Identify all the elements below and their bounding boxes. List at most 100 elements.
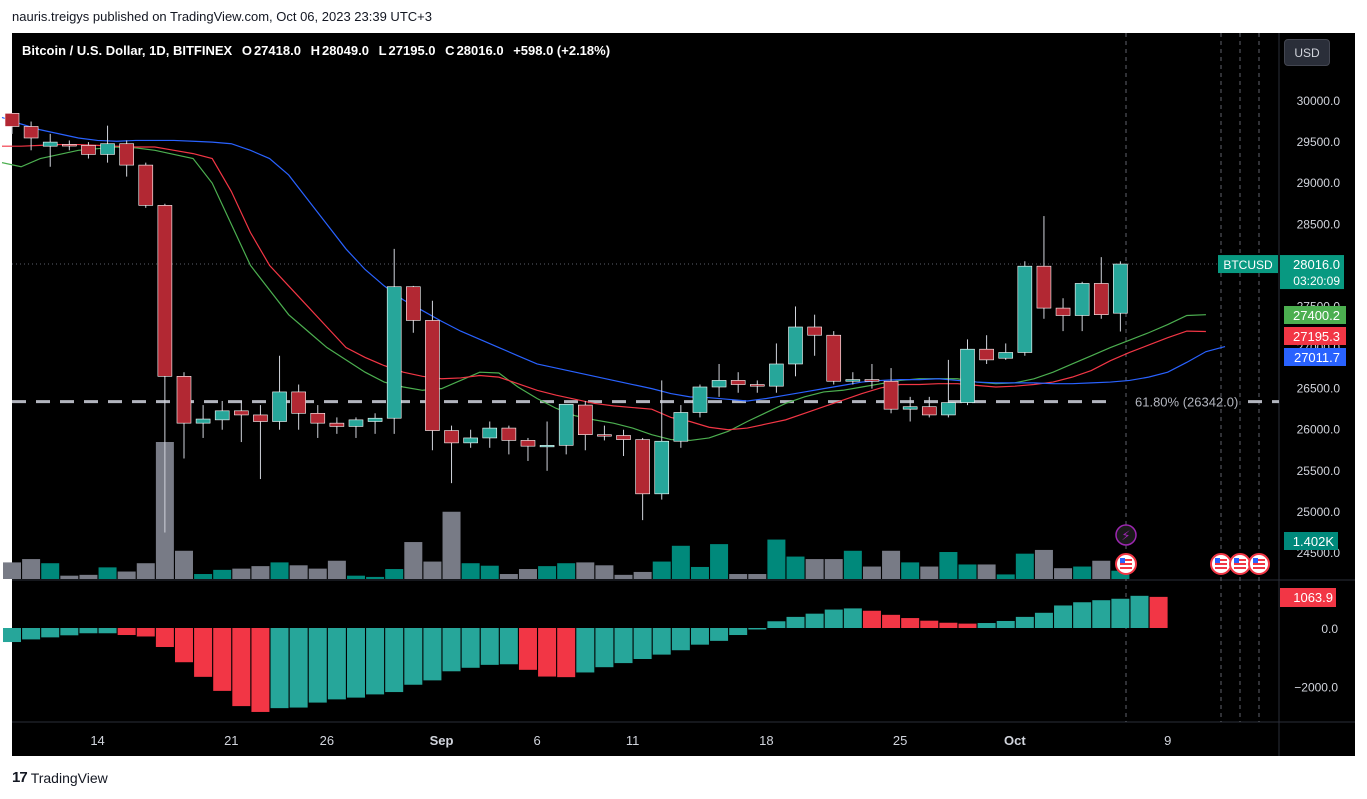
candle-body[interactable] [960,348,975,403]
candle-body[interactable] [902,406,918,410]
candle-body[interactable] [291,391,306,414]
candle-body[interactable] [1017,265,1033,353]
candle-body[interactable] [769,363,784,387]
oscillator-last-label: 1063.9 [1293,590,1333,605]
candle-body[interactable] [864,379,880,382]
volume-bar [79,574,98,579]
candle-body[interactable] [23,126,39,139]
volume-bar [710,544,729,579]
candle-body[interactable] [100,143,115,155]
volume-bar [1034,549,1053,579]
candle-body[interactable] [329,422,345,427]
candle-body[interactable] [673,412,689,442]
candle-body[interactable] [654,440,670,495]
oscillator-bar [977,623,996,628]
candle-body[interactable] [597,434,612,437]
candle-body[interactable] [234,410,249,416]
footer: 17 TradingView [12,769,108,786]
oscillator-bar [98,628,117,634]
candle-body[interactable] [1074,283,1090,316]
candle-body[interactable] [406,286,421,321]
candle-body[interactable] [214,410,230,421]
candle-body[interactable] [176,376,192,424]
candle-body[interactable] [367,417,383,422]
currency-button[interactable]: USD [1284,39,1330,66]
candle-body[interactable] [425,320,440,431]
candle-body[interactable] [520,440,536,447]
oscillator-bar [767,621,786,628]
candle-body[interactable] [711,380,727,388]
legend-high-label: H [310,43,320,58]
candle-body[interactable] [1113,263,1128,314]
candle-body[interactable] [444,430,459,444]
candle-body[interactable] [1093,283,1109,315]
candle-body[interactable] [501,427,517,441]
volume-bar [270,562,289,579]
oscillator-bar [155,628,174,648]
candle-body[interactable] [482,427,498,439]
candle-body[interactable] [348,419,364,427]
candle-body[interactable] [979,348,994,361]
candle-body[interactable] [4,113,20,127]
candle-body[interactable] [558,403,574,446]
candle-body[interactable] [1055,307,1071,316]
volume-bar [901,562,920,579]
price-tick-label: 29500.0 [1297,135,1341,149]
time-axis-label: Oct [1004,733,1026,748]
price-tick-label: 30000.0 [1297,94,1341,108]
flag-canton [1215,558,1220,563]
candle-body[interactable] [195,418,211,424]
oscillator-bar [633,628,652,660]
candle-body[interactable] [807,326,822,336]
candle-body[interactable] [138,164,154,206]
candle-body[interactable] [616,435,631,440]
candle-body[interactable] [539,445,555,448]
candle-body[interactable] [749,384,765,387]
candle-body[interactable] [81,145,96,155]
candle-body[interactable] [845,379,861,382]
candle-body[interactable] [692,386,708,413]
candle-body[interactable] [1036,265,1052,309]
candle-body[interactable] [998,352,1014,359]
flag-stripe [1234,559,1246,561]
flag-stripe [1253,563,1265,565]
volume-label-bg [1284,532,1338,550]
candle-body[interactable] [62,144,77,147]
candle-body[interactable] [253,414,268,422]
volume-bar [22,559,41,579]
legend-high-value: 28049.0 [321,43,369,58]
candle-body[interactable] [730,380,746,385]
candle-body[interactable] [788,326,803,365]
candle-body[interactable] [119,143,134,166]
time-axis-label: 21 [224,733,238,748]
candle-body[interactable] [42,141,58,147]
volume-bar [174,550,193,579]
oscillator-bar [251,628,270,712]
volume-bar [60,575,79,579]
volume-bar [41,563,60,579]
candle-body[interactable] [883,380,899,410]
oscillator-bar [327,628,346,700]
last-price-label-bg [1280,255,1344,290]
candle-body[interactable] [463,437,478,444]
legend-close-value: 28016.0 [456,43,504,58]
oscillator-bar [270,628,289,709]
oscillator-bar [996,620,1015,628]
candle-body[interactable] [921,406,937,416]
candle-body[interactable] [941,402,956,416]
lightning-event-icon[interactable] [1115,524,1137,546]
volume-bar [1092,560,1111,579]
candle-body[interactable] [826,334,842,382]
candle-body[interactable] [272,391,287,422]
oscillator-bar [423,628,442,681]
candle-body[interactable] [310,412,326,424]
countdown-label: 03:20:09 [1293,274,1340,288]
oscillator-bar [3,628,21,643]
candle-body[interactable] [386,286,402,419]
candle-body[interactable] [577,404,593,435]
candle-body[interactable] [157,205,173,377]
volume-bar [1073,566,1092,579]
candle-body[interactable] [635,439,650,495]
volume-bar [480,565,499,579]
